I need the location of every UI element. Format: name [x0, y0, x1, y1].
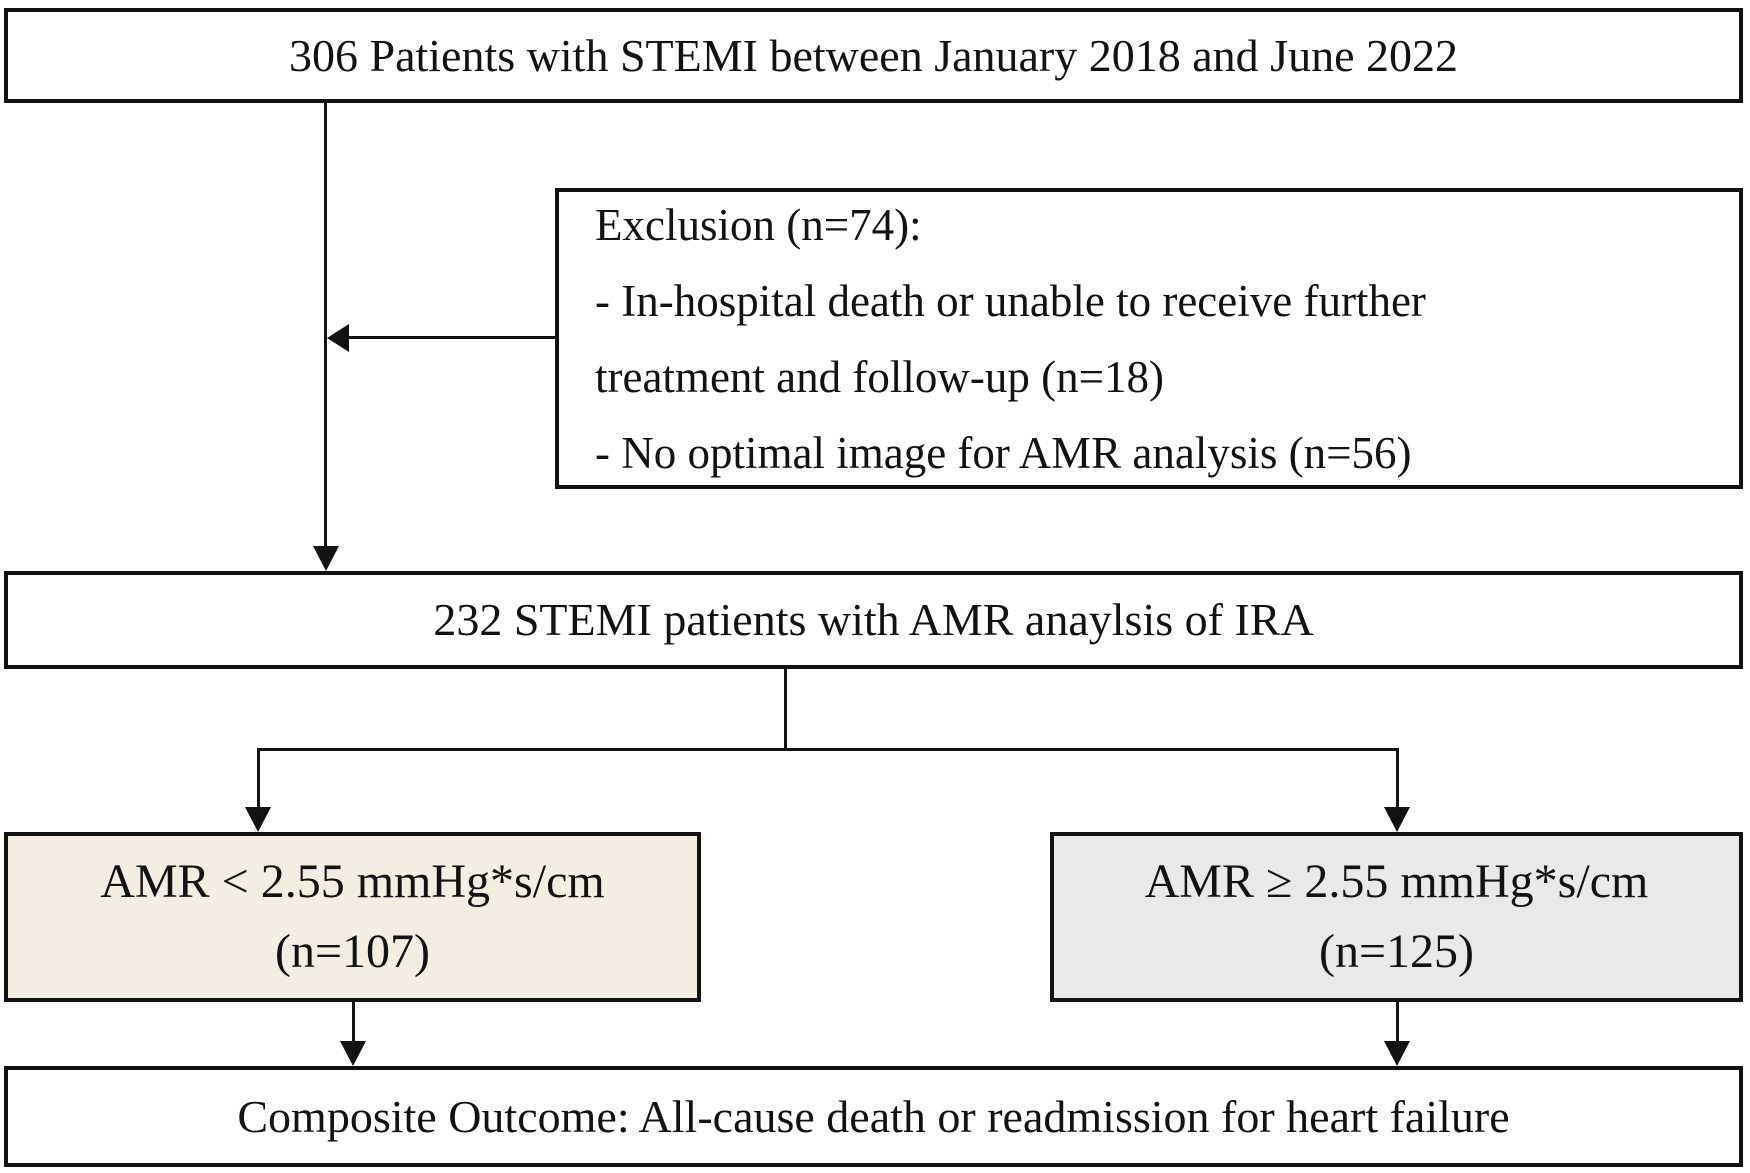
exclusion-line-1: Exclusion (n=74):: [595, 199, 922, 250]
arrow-down-icon: [245, 807, 271, 832]
low-amr-group-box: AMR < 2.55 mmHg*s/cm (n=107): [4, 832, 701, 1002]
exclusion-line-2: - In-hospital death or unable to receive…: [595, 275, 1426, 326]
arrow-down-icon: [1384, 807, 1410, 832]
top-enrollment-text: 306 Patients with STEMI between January …: [289, 29, 1458, 81]
exclusion-line-3: treatment and follow-up (n=18): [595, 351, 1164, 402]
low-amr-count: (n=107): [274, 925, 431, 978]
connector-branch-left: [257, 748, 260, 807]
arrow-down-icon: [1384, 1041, 1410, 1066]
low-amr-criterion: AMR < 2.55 mmHg*s/cm: [100, 855, 605, 908]
high-amr-criterion: AMR ≥ 2.55 mmHg*s/cm: [1144, 855, 1649, 908]
top-enrollment-box: 306 Patients with STEMI between January …: [4, 8, 1743, 103]
exclusion-box: Exclusion (n=74): - In-hospital death or…: [555, 188, 1743, 489]
high-amr-count: (n=125): [1318, 925, 1475, 978]
connector-high-to-outcome: [1396, 1002, 1399, 1041]
connector-cohort-stem: [784, 669, 787, 750]
cohort-text: 232 STEMI patients with AMR anaylsis of …: [433, 594, 1314, 646]
high-amr-group-box: AMR ≥ 2.55 mmHg*s/cm (n=125): [1050, 832, 1743, 1002]
connector-low-to-outcome: [352, 1002, 355, 1041]
outcome-text: Composite Outcome: All-cause death or re…: [237, 1090, 1510, 1142]
cohort-box: 232 STEMI patients with AMR anaylsis of …: [4, 571, 1743, 669]
exclusion-line-4: - No optimal image for AMR analysis (n=5…: [595, 427, 1412, 478]
connector-top-to-cohort: [324, 103, 327, 548]
connector-branch: [257, 748, 1399, 751]
arrow-down-icon: [313, 546, 339, 571]
connector-branch-right: [1396, 748, 1399, 807]
connector-exclusion: [349, 336, 555, 339]
arrow-left-icon: [327, 324, 349, 352]
outcome-box: Composite Outcome: All-cause death or re…: [4, 1066, 1743, 1167]
arrow-down-icon: [340, 1041, 366, 1066]
